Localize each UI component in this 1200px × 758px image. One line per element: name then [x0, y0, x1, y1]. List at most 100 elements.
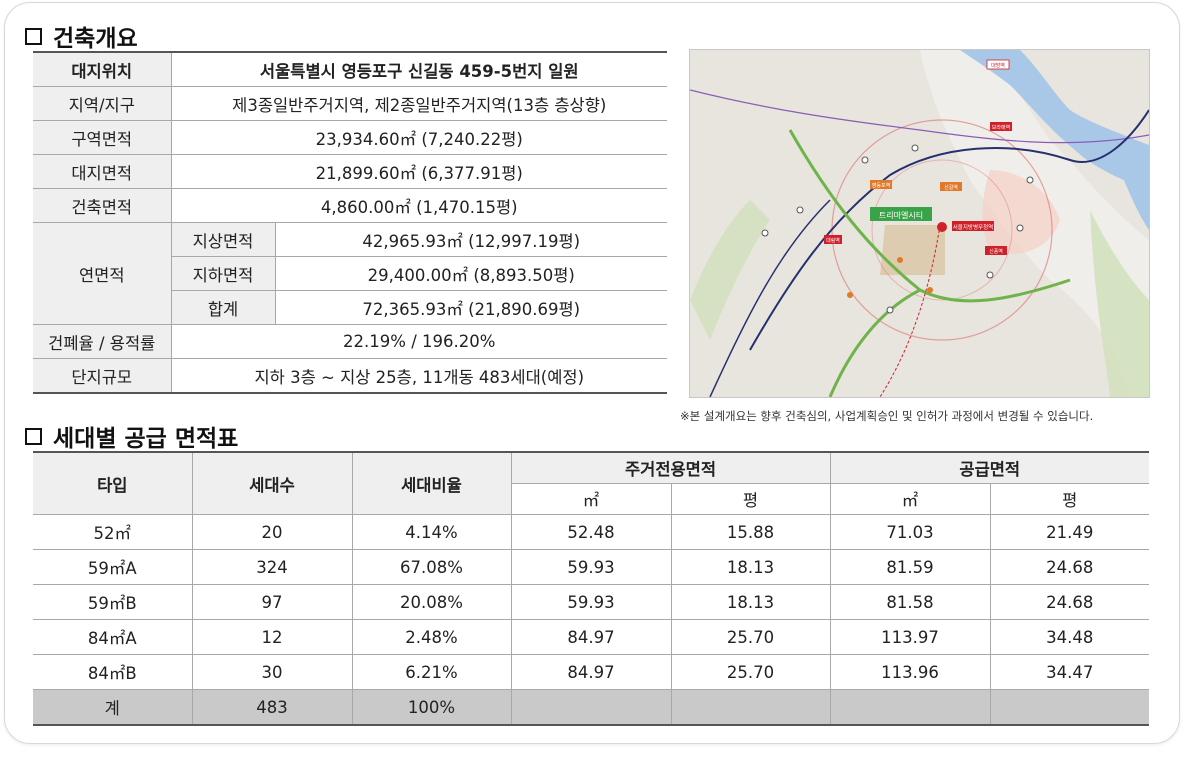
supply-pyeong-cell: 21.49 [989, 514, 1150, 550]
station-label: 영등포역 [872, 182, 890, 189]
ratio-cell: 67.08% [351, 549, 512, 585]
table-row: 84㎡B 30 6.21% 84.97 25.70 113.96 34.47 [33, 654, 1150, 690]
district-area-label: 구역면적 [33, 120, 172, 155]
building-area-label: 건축면적 [33, 188, 172, 223]
office-label: 서울지방병무청역 [953, 223, 993, 231]
exclusive-sqm-cell: 84.97 [510, 654, 672, 690]
card-frame [4, 2, 1180, 744]
zone-value: 제3종일반주거지역, 제2종일반주거지역(13층 층상향) [170, 86, 667, 121]
table-row: 지역/지구 제3종일반주거지역, 제2종일반주거지역(13층 층상향) [33, 86, 667, 121]
site-pin [937, 222, 947, 232]
exclusive-sqm-cell: 59.93 [510, 549, 672, 585]
exclusive-pyeong-cell: 25.70 [670, 654, 831, 690]
exclusive-pyeong-cell: 15.88 [670, 514, 831, 550]
units-header: 세대수 [191, 451, 353, 515]
district-area-value: 23,934.60㎡ (7,240.22평) [170, 120, 667, 155]
station-label: 신풍역 [989, 248, 1003, 255]
site-location-value: 서울특별시 영등포구 신길동 459-5번지 일원 [170, 51, 667, 87]
table-row: 구역면적 23,934.60㎡ (7,240.22평) [33, 120, 667, 155]
total-units: 483 [191, 689, 353, 726]
section-title-overview: 건축개요 [25, 19, 138, 53]
below-ground-value: 29,400.00㎡ (8,893.50평) [274, 256, 667, 291]
supply-sqm-cell: 71.03 [829, 514, 991, 550]
total-ratio: 100% [351, 689, 512, 726]
checkbox-icon [25, 27, 42, 45]
above-ground-value: 42,965.93㎡ (12,997.19평) [274, 222, 667, 257]
table-row: 대지면적 21,899.60㎡ (6,377.91평) [33, 154, 667, 189]
supply-pyeong-cell: 34.48 [989, 619, 1150, 655]
exclusive-sqm-cell: 52.48 [510, 514, 672, 550]
table-row: 건폐율 / 용적률 22.19% / 196.20% [33, 324, 667, 359]
scale-label: 단지규모 [33, 358, 172, 394]
total-label: 계 [33, 689, 193, 726]
complex-marker [870, 207, 932, 221]
exclusive-sqm-header: ㎡ [510, 483, 672, 515]
supply-pyeong-header: 평 [989, 483, 1150, 515]
exclusive-pyeong-header: 평 [670, 483, 831, 515]
table-row: 단지규모 지하 3층 ~ 지상 25층, 11개동 483세대(예정) [33, 358, 667, 394]
floor-total-value: 72,365.93㎡ (21,890.69평) [274, 290, 667, 325]
supply-sqm-cell: 113.96 [829, 654, 991, 690]
site-location-label: 대지위치 [33, 51, 172, 87]
section-title-text: 세대별 공급 면적표 [53, 426, 239, 452]
ratio-cell: 6.21% [351, 654, 512, 690]
type-cell: 59㎡B [33, 584, 193, 620]
ratio-cell: 4.14% [351, 514, 512, 550]
units-cell: 324 [191, 549, 353, 585]
supply-sqm-cell: 81.59 [829, 549, 991, 585]
supply-sqm-header: ㎡ [829, 483, 991, 515]
section-title-supply: 세대별 공급 면적표 [25, 419, 238, 453]
station-label: 보라매역 [992, 124, 1010, 131]
site-area-value: 21,899.60㎡ (6,377.91평) [170, 154, 667, 189]
type-cell: 52㎡ [33, 514, 193, 550]
table-row: 84㎡A 12 2.48% 84.97 25.70 113.97 34.48 [33, 619, 1150, 655]
station-label: 대림역 [826, 237, 840, 244]
supply-area-header: 공급면적 [829, 451, 1150, 484]
ratio-header: 세대비율 [351, 451, 512, 515]
table-row: 52㎡ 20 4.14% 52.48 15.88 71.03 21.49 [33, 514, 1150, 550]
table-row: 건축면적 4,860.00㎡ (1,470.15평) [33, 188, 667, 223]
table-row: 합계 72,365.93㎡ (21,890.69평) [33, 290, 667, 325]
units-cell: 12 [191, 619, 353, 655]
empty-cell [510, 689, 672, 726]
table-row: 대지위치 서울특별시 영등포구 신길동 459-5번지 일원 [33, 51, 667, 87]
ratio-cell: 2.48% [351, 619, 512, 655]
map-graphic: 트리마엘시티 서울지방병무청역 대림역 신길역 영등포역 신풍역 보라매역 대방… [690, 50, 1149, 397]
exclusive-pyeong-cell: 25.70 [670, 619, 831, 655]
type-cell: 84㎡A [33, 619, 193, 655]
ratio-label: 건폐율 / 용적률 [33, 324, 172, 359]
checkbox-icon [25, 427, 42, 445]
units-cell: 97 [191, 584, 353, 620]
ratio-cell: 20.08% [351, 584, 512, 620]
below-ground-label: 지하면적 [170, 256, 276, 291]
table-total-row: 계 483 100% [33, 689, 1150, 726]
table-subheader-row: ㎡ 평 ㎡ 평 [33, 483, 1150, 515]
floor-total-label: 합계 [170, 290, 276, 325]
units-cell: 30 [191, 654, 353, 690]
type-cell: 84㎡B [33, 654, 193, 690]
supply-pyeong-cell: 34.47 [989, 654, 1150, 690]
exclusive-pyeong-cell: 18.13 [670, 584, 831, 620]
table-row: 59㎡A 324 67.08% 59.93 18.13 81.59 24.68 [33, 549, 1150, 585]
station-label: 대방역 [991, 62, 1005, 69]
station-label: 신길역 [944, 184, 958, 191]
location-map: 트리마엘시티 서울지방병무청역 대림역 신길역 영등포역 신풍역 보라매역 대방… [689, 49, 1150, 398]
scale-value: 지하 3층 ~ 지상 25층, 11개동 483세대(예정) [170, 358, 667, 394]
exclusive-sqm-cell: 84.97 [510, 619, 672, 655]
above-ground-label: 지상면적 [170, 222, 276, 257]
table-row: 59㎡B 97 20.08% 59.93 18.13 81.58 24.68 [33, 584, 1150, 620]
exclusive-sqm-cell: 59.93 [510, 584, 672, 620]
empty-cell [989, 689, 1150, 726]
table-header-row: 타입 세대수 세대비율 주거전용면적 공급면적 [33, 451, 1150, 515]
exclusive-pyeong-cell: 18.13 [670, 549, 831, 585]
supply-table: 타입 세대수 세대비율 주거전용면적 공급면적 ㎡ 평 ㎡ 평 52㎡ 20 4… [33, 451, 1150, 726]
supply-sqm-cell: 113.97 [829, 619, 991, 655]
supply-pyeong-cell: 24.68 [989, 584, 1150, 620]
type-cell: 59㎡A [33, 549, 193, 585]
building-area-value: 4,860.00㎡ (1,470.15평) [170, 188, 667, 223]
design-note: ※본 설계개요는 향후 건축심의, 사업계획승인 및 인허가 과정에서 변경될 … [680, 409, 1094, 423]
overview-table: 대지위치 서울특별시 영등포구 신길동 459-5번지 일원 지역/지구 제3종… [33, 51, 667, 394]
zone-label: 지역/지구 [33, 86, 172, 121]
empty-cell [670, 689, 831, 726]
empty-cell [829, 689, 991, 726]
